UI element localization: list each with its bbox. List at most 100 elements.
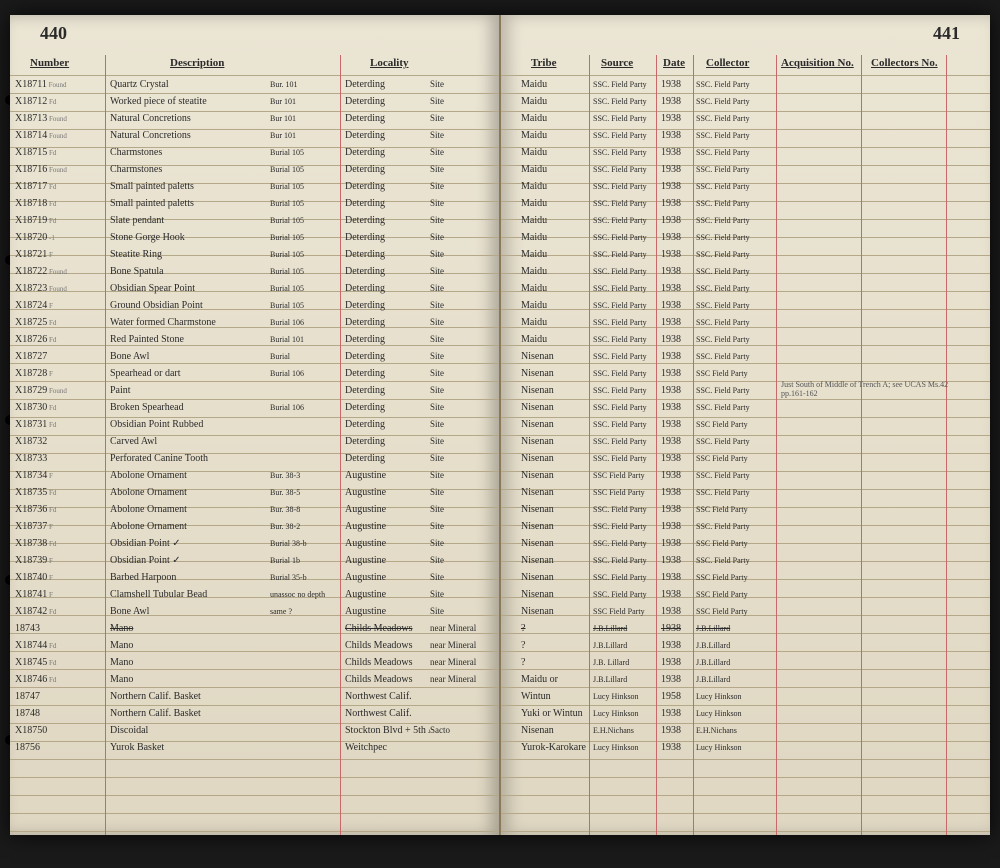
ledger-row: X18740 FBarbed HarpoonBurial 35-bAugusti… <box>10 569 499 586</box>
cell-collector: SSC. Field Party <box>696 467 774 484</box>
cell-source: J.B. Lillard <box>593 654 658 671</box>
cell-source: SSC. Field Party <box>593 229 658 246</box>
cell-tribe: Maidu <box>521 314 586 331</box>
cell-tribe: Nisenan <box>521 484 586 501</box>
cell-number: X18721 F <box>15 246 105 264</box>
cell-date: 1938 <box>661 263 691 280</box>
cell-collector: SSC. Field Party <box>696 212 774 229</box>
cell-burial: Burial 35-b <box>270 569 340 586</box>
cell-date: 1938 <box>661 365 691 382</box>
cell-site: Site <box>430 93 490 110</box>
cell-locality: Augustine <box>345 586 430 603</box>
ledger-row: X18737 FAbolone OrnamentBur. 38-2Augusti… <box>10 518 499 535</box>
cell-burial: Burial 105 <box>270 161 340 178</box>
cell-collector: SSC. Field Party <box>696 399 774 416</box>
ledger-row: MaiduSSC. Field Party1938SSC. Field Part… <box>501 331 990 348</box>
cell-number: X18736 Fd <box>15 501 105 519</box>
ledger-row: NisenanSSC Field Party1938SSC Field Part… <box>501 603 990 620</box>
cell-tribe: ? <box>521 620 586 637</box>
cell-collector: SSC Field Party <box>696 569 774 586</box>
cell-locality: Childs Meadows <box>345 654 430 671</box>
cell-description: Water formed Charmstone <box>110 314 270 331</box>
cell-description: Mano <box>110 654 270 671</box>
cell-burial: Burial 105 <box>270 297 340 314</box>
column-header: Locality <box>370 57 409 69</box>
cell-source: J.B.Lillard <box>593 637 658 654</box>
cell-burial: Bur. 38-5 <box>270 484 340 501</box>
cell-number: X18730 Fd <box>15 399 105 417</box>
cell-description: Perforated Canine Tooth <box>110 450 270 467</box>
ledger-row: NisenanSSC. Field Party1938SSC Field Par… <box>501 501 990 518</box>
cell-tribe: Nisenan <box>521 399 586 416</box>
cell-description: Small painted paletts <box>110 195 270 212</box>
ledger-row: MaiduSSC. Field Party1938SSC. Field Part… <box>501 280 990 297</box>
column-header: Description <box>170 57 224 69</box>
cell-tribe: Nisenan <box>521 382 586 399</box>
cell-site: Site <box>430 399 490 416</box>
ledger-row: X18724 FGround Obsidian PointBurial 105D… <box>10 297 499 314</box>
cell-number: X18727 <box>15 348 105 366</box>
column-header: Acquisition No. <box>781 57 854 69</box>
cell-tribe: Maidu <box>521 144 586 161</box>
cell-number: X18731 Fd <box>15 416 105 434</box>
cell-site: Site <box>430 314 490 331</box>
cell-number: X18717 Fd <box>15 178 105 196</box>
cell-tribe: Maidu <box>521 195 586 212</box>
cell-tribe: Maidu or <box>521 671 586 688</box>
ledger-row: X18723 FoundObsidian Spear PointBurial 1… <box>10 280 499 297</box>
cell-date: 1938 <box>661 705 691 722</box>
cell-source: SSC. Field Party <box>593 314 658 331</box>
cell-number: X18738 Fd <box>15 535 105 553</box>
cell-number: X18720 -1 <box>15 229 105 247</box>
cell-tribe: Maidu <box>521 246 586 263</box>
cell-locality: Deterding <box>345 365 430 382</box>
cell-burial: Burial 105 <box>270 178 340 195</box>
cell-site: Site <box>430 501 490 518</box>
ledger-row: 18743 ManoChilds Meadowsnear Mineral <box>10 620 499 637</box>
cell-description: Slate pendant <box>110 212 270 229</box>
ledger-row: X18727 Bone AwlBurialDeterdingSite <box>10 348 499 365</box>
ledger-row: X18717 FdSmall painted palettsBurial 105… <box>10 178 499 195</box>
cell-tribe: Nisenan <box>521 467 586 484</box>
ledger-row: 18756 Yurok BasketWeitchpec <box>10 739 499 756</box>
ledger-row: X18713 FoundNatural ConcretionsBur 101De… <box>10 110 499 127</box>
cell-site: Site <box>430 246 490 263</box>
ledger-row: X18750 DiscoidalStockton Blvd + 5th AveS… <box>10 722 499 739</box>
ledger-row: WintunLucy Hinkson1958Lucy Hinkson <box>501 688 990 705</box>
cell-collector: SSC. Field Party <box>696 93 774 110</box>
cell-locality: Deterding <box>345 127 430 144</box>
cell-source: SSC. Field Party <box>593 382 658 399</box>
cell-burial: Burial 105 <box>270 229 340 246</box>
ledger-row: NisenanSSC. Field Party1938SSC. Field Pa… <box>501 399 990 416</box>
cell-collector: SSC. Field Party <box>696 484 774 501</box>
cell-locality: Deterding <box>345 297 430 314</box>
cell-burial: Burial 1b <box>270 552 340 569</box>
cell-description: Abolone Ornament <box>110 501 270 518</box>
cell-description: Mano <box>110 620 270 637</box>
cell-locality: Childs Meadows <box>345 671 430 688</box>
cell-description: Clamshell Tubular Bead <box>110 586 270 603</box>
ledger-row: MaiduSSC. Field Party1938SSC. Field Part… <box>501 212 990 229</box>
cell-site: Site <box>430 331 490 348</box>
ledger-row: X18734 FAbolone OrnamentBur. 38-3Augusti… <box>10 467 499 484</box>
cell-site: near Mineral <box>430 671 490 688</box>
cell-source: SSC. Field Party <box>593 586 658 603</box>
cell-number: 18756 <box>15 739 105 757</box>
cell-collector: J.B.Lillard <box>696 671 774 688</box>
ledger-row: Yurok-KarokareaLucy Hinkson1938Lucy Hink… <box>501 739 990 756</box>
ledger-row: MaiduSSC. Field Party1938SSC. Field Part… <box>501 110 990 127</box>
cell-source: J.B.Lillard <box>593 620 658 637</box>
cell-collector: SSC Field Party <box>696 365 774 382</box>
ledger-row: ?J.B.Lillard1938J.B.Lillard <box>501 637 990 654</box>
cell-site: Site <box>430 110 490 127</box>
cell-date: 1938 <box>661 467 691 484</box>
ledger-row: X18714 FoundNatural ConcretionsBur 101De… <box>10 127 499 144</box>
cell-locality: Deterding <box>345 161 430 178</box>
cell-number: X18726 Fd <box>15 331 105 349</box>
ledger-row: MaiduSSC. Field Party1938SSC. Field Part… <box>501 314 990 331</box>
ledger-row: NisenanSSC. Field Party1938SSC Field Par… <box>501 569 990 586</box>
cell-tribe: Nisenan <box>521 348 586 365</box>
cell-description: Obsidian Point ✓ <box>110 552 270 569</box>
cell-locality: Augustine <box>345 467 430 484</box>
cell-tribe: Nisenan <box>521 586 586 603</box>
